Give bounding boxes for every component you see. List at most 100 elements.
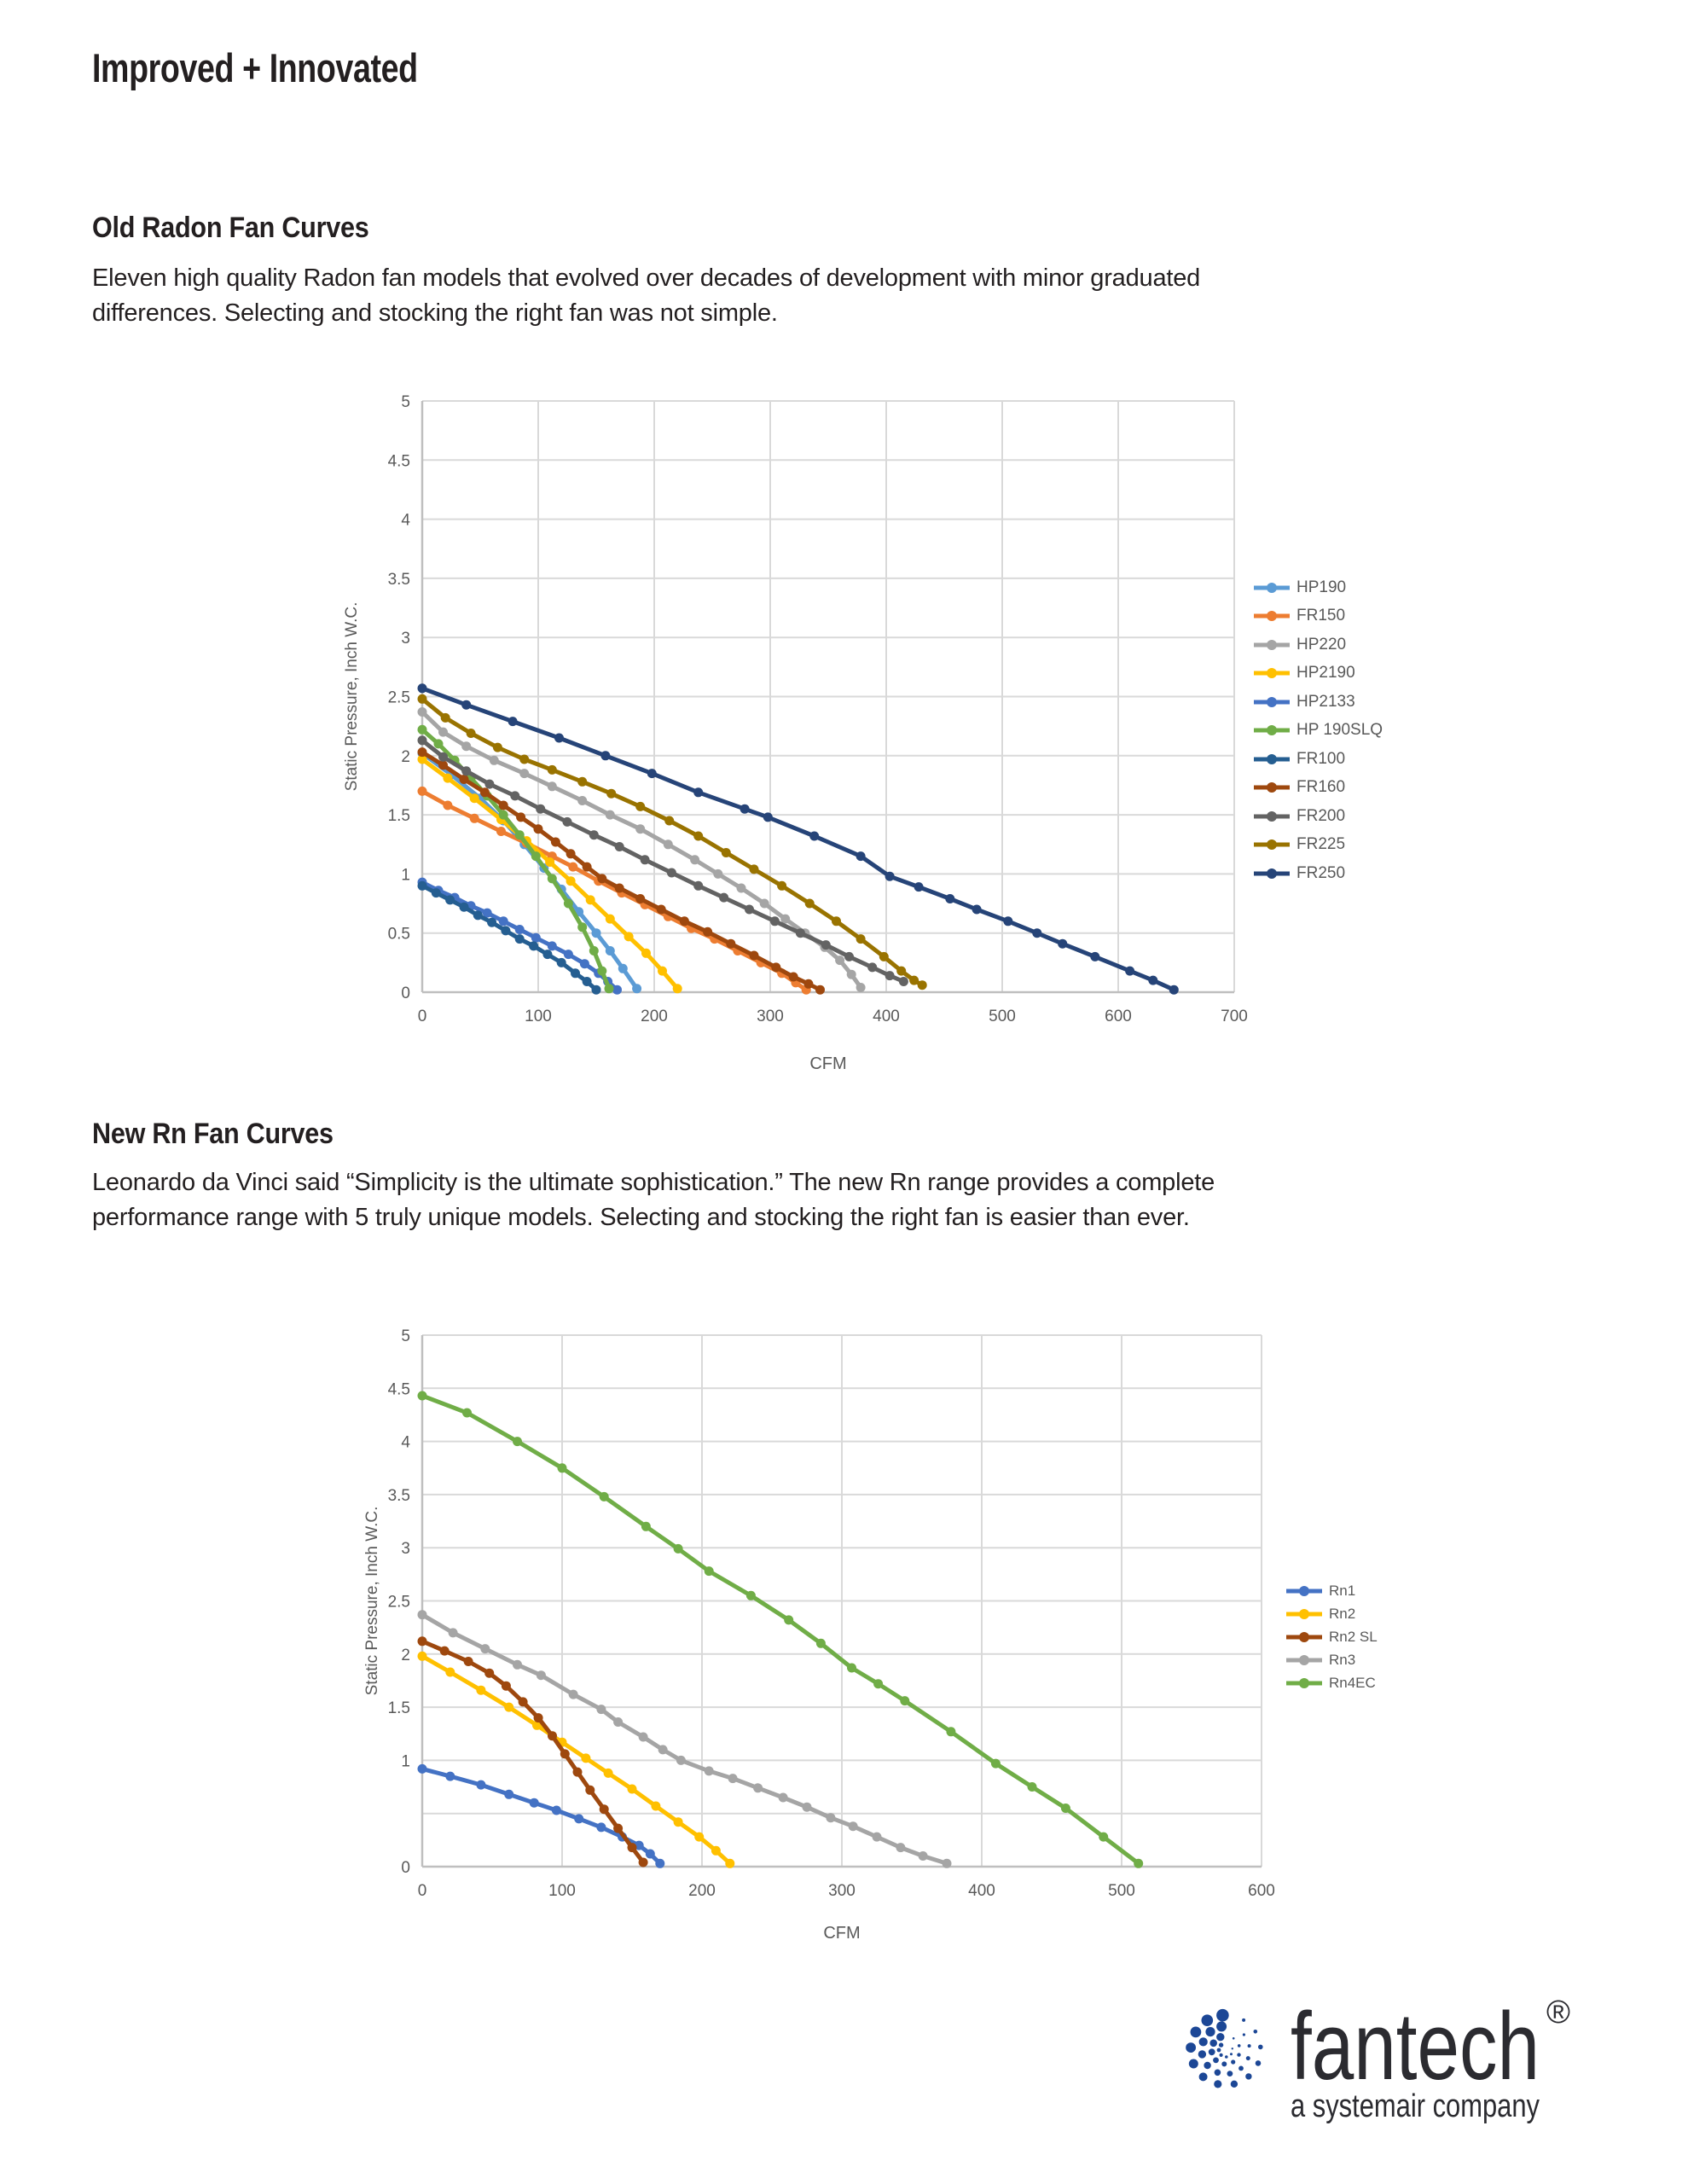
- series-marker: [479, 787, 490, 798]
- series-marker: [972, 904, 982, 915]
- series-marker: [484, 1668, 495, 1678]
- series-marker: [501, 1681, 511, 1691]
- series-marker: [510, 791, 520, 801]
- registered-trademark-symbol: ®: [1546, 1995, 1570, 2030]
- logo-dot: [1188, 2059, 1198, 2069]
- series-marker: [591, 928, 601, 938]
- legend-item-FR160: FR160: [1252, 774, 1383, 803]
- legend-swatch-icon: [1254, 639, 1290, 650]
- logo-dot: [1216, 2021, 1227, 2032]
- series-marker: [666, 868, 676, 878]
- series-marker: [519, 754, 530, 764]
- legend-swatch-icon: [1286, 1631, 1322, 1642]
- series-marker: [417, 1610, 427, 1620]
- x-tick-label: 0: [418, 1882, 427, 1900]
- series-marker: [566, 849, 576, 859]
- series-marker: [627, 1784, 637, 1794]
- series-marker: [596, 1705, 606, 1715]
- series-marker: [1058, 938, 1068, 949]
- x-tick-label: 600: [1105, 1008, 1132, 1025]
- series-marker: [1032, 928, 1042, 938]
- fantech-wordmark: fantech ® a systemair company: [1284, 1984, 1599, 2133]
- series-marker: [658, 1745, 668, 1755]
- fantech-dots-swirl-icon: [1186, 2008, 1263, 2088]
- y-tick-label: 1: [401, 1752, 410, 1770]
- series-marker: [547, 874, 557, 884]
- old-radon-fan-curves-chart: 0 0.5 1 1.5 2 2.5 3 3.5 4 4.5 5 0 100 200 300 400 500 600…: [324, 375, 1348, 1092]
- series-marker: [711, 1845, 721, 1856]
- y-axis-title: Static Pressure, Inch W.C.: [363, 1507, 381, 1696]
- logo-dot: [1219, 2053, 1223, 2057]
- series-marker: [804, 898, 815, 909]
- series-marker: [417, 694, 427, 704]
- series-marker: [780, 914, 791, 924]
- legend-item-Rn4EC: Rn4EC: [1285, 1671, 1378, 1694]
- series-marker: [848, 1821, 858, 1832]
- series-marker: [591, 985, 601, 995]
- series-marker: [459, 902, 469, 912]
- series-marker: [574, 1814, 584, 1824]
- legend-swatch-icon: [1254, 868, 1290, 879]
- series-marker: [577, 776, 588, 787]
- x-tick-label: 0: [418, 1008, 427, 1025]
- series-marker: [736, 883, 746, 893]
- series-marker: [763, 812, 773, 822]
- series-marker: [605, 946, 615, 956]
- series-marker: [641, 948, 651, 958]
- logo-dot: [1231, 2059, 1236, 2065]
- series-marker: [547, 764, 557, 775]
- y-tick-label: 0.5: [388, 926, 410, 944]
- series-line-Rn3: [420, 1612, 949, 1866]
- legend-item-Rn1: Rn1: [1285, 1579, 1378, 1602]
- series-marker: [582, 862, 592, 872]
- series-marker: [439, 1646, 450, 1656]
- legend-item-FR100: FR100: [1252, 745, 1383, 774]
- series-marker: [693, 831, 704, 841]
- series-marker: [577, 922, 588, 932]
- series-marker: [1148, 975, 1158, 985]
- series-marker: [641, 1521, 651, 1531]
- series-marker: [516, 812, 526, 822]
- legend-item-HP190: HP190: [1252, 573, 1383, 602]
- x-tick-label: 300: [757, 1008, 784, 1025]
- legend-swatch-icon: [1254, 753, 1290, 764]
- series-marker: [635, 894, 646, 903]
- series-marker: [663, 839, 673, 850]
- series-marker: [519, 769, 530, 779]
- legend-swatch-icon: [1254, 810, 1290, 822]
- legend-swatch-icon: [1254, 725, 1290, 736]
- legend-item-HP220: HP220: [1252, 630, 1383, 659]
- series-marker: [898, 977, 908, 986]
- y-axis-title: Static Pressure, Inch W.C.: [343, 602, 361, 792]
- new-rn-fan-curves-legend: Rn1 Rn2 Rn2 SL Rn3 Rn4EC: [1285, 1579, 1378, 1694]
- series-marker: [658, 966, 667, 976]
- series-marker: [945, 894, 955, 903]
- series-marker: [693, 787, 704, 798]
- x-tick-label: 700: [1221, 1008, 1248, 1025]
- y-tick-label: 4: [401, 512, 410, 530]
- series-marker: [896, 966, 907, 976]
- series-marker: [557, 1463, 567, 1473]
- series-marker: [900, 1696, 910, 1706]
- series-marker: [693, 880, 704, 891]
- series-marker: [529, 1798, 539, 1808]
- logo-dot: [1218, 2042, 1224, 2048]
- series-marker: [638, 1732, 648, 1742]
- series-marker: [542, 950, 553, 960]
- logo-dot: [1245, 2056, 1250, 2061]
- series-line-FR225: [420, 696, 925, 988]
- logo-dot: [1205, 2027, 1215, 2037]
- series-marker: [1134, 1858, 1144, 1868]
- legend-label: Rn2 SL: [1329, 1628, 1378, 1645]
- series-marker: [856, 851, 866, 862]
- legend-label: FR250: [1296, 863, 1346, 882]
- legend-item-HP 190SLQ: HP 190SLQ: [1252, 717, 1383, 746]
- series-marker: [606, 788, 617, 799]
- series-marker: [835, 956, 845, 966]
- series-marker: [566, 876, 576, 886]
- y-tick-label: 3.5: [388, 571, 410, 589]
- legend-item-FR250: FR250: [1252, 859, 1383, 888]
- y-tick-label: 4.5: [388, 1380, 410, 1398]
- series-marker: [514, 925, 525, 934]
- legend-swatch-icon: [1254, 611, 1290, 622]
